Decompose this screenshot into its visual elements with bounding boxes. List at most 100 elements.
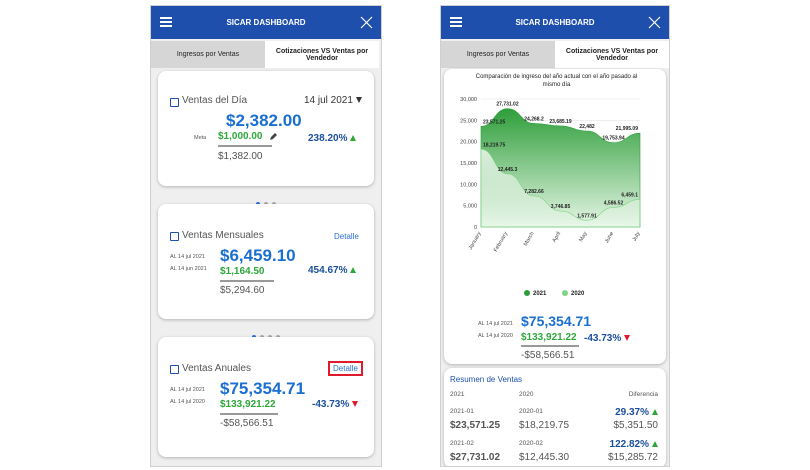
column-header: 2021 xyxy=(450,391,465,398)
percent-text: -43.73% xyxy=(584,333,622,344)
calendar-icon xyxy=(170,98,179,107)
tab[interactable]: Cotizaciones VS Ventas por Vendedor xyxy=(555,41,669,68)
difference: $5,294.60 xyxy=(220,285,265,296)
data-label: 7,282.66 xyxy=(524,189,544,195)
divider xyxy=(220,413,278,415)
summary-card: Resumen de Ventas 2021 2020 Diferencia 2… xyxy=(444,368,666,466)
summary-title: Resumen de Ventas xyxy=(450,375,523,384)
total: $75,354.71 xyxy=(220,379,306,398)
percent-text: 29.37% xyxy=(615,407,649,418)
total: $75,354.71 xyxy=(521,313,592,329)
percent-text: 454.67% xyxy=(308,265,348,276)
data-label: 23,571.25 xyxy=(483,119,505,125)
data-label: 12,445.3 xyxy=(498,167,518,173)
header-title: SICAR DASHBOARD xyxy=(226,18,306,27)
legend-marker xyxy=(562,290,568,296)
tab[interactable]: Ingresos por Ventas xyxy=(151,41,265,68)
data-label: 21,995.09 xyxy=(616,126,638,132)
pager xyxy=(151,459,381,463)
card-title: Ventas del Día xyxy=(182,95,248,106)
period: AL 14 jun 2021 xyxy=(170,266,207,272)
difference: -$58,566.51 xyxy=(521,350,575,361)
amount: $12,445.30 xyxy=(519,452,570,463)
card: Ventas del Día 14 jul 2021 $2,382.00 Met… xyxy=(158,71,374,186)
percent: 454.67% xyxy=(308,265,357,276)
meta: $1,000.00 xyxy=(218,131,263,142)
y-tick-label: 10,000 xyxy=(460,182,477,188)
period: AL 14 jul 2020 xyxy=(170,399,205,405)
x-tick-label: July xyxy=(632,231,642,243)
data-label: 19,753.94 xyxy=(602,136,624,142)
percent-text: 238.20% xyxy=(308,133,348,144)
data-label: 27,731.02 xyxy=(496,102,518,108)
previous: $133,921.22 xyxy=(220,399,276,410)
data-label: 3,746.85 xyxy=(551,204,571,210)
calendar-icon xyxy=(170,232,179,241)
x-tick-label: April xyxy=(552,231,563,244)
amount: $18,219.75 xyxy=(519,420,570,431)
y-tick-label: 15,000 xyxy=(460,161,477,167)
header-title: SICAR DASHBOARD xyxy=(515,18,595,27)
card-title: Ventas Anuales xyxy=(182,363,251,374)
difference: $5,351.50 xyxy=(613,420,659,431)
chart-title: Comparación de ingreso del año actual co… xyxy=(475,74,638,88)
y-tick-label: 25,000 xyxy=(460,118,477,124)
difference: -$58,566.51 xyxy=(220,418,274,429)
y-tick-label: 5,000 xyxy=(463,204,477,210)
percent: 29.37% xyxy=(615,407,658,418)
area xyxy=(480,148,641,228)
header: SICAR DASHBOARD xyxy=(151,6,381,39)
meta-label: Meta xyxy=(194,135,207,141)
x-tick-label: February xyxy=(493,231,509,253)
menu-button[interactable] xyxy=(160,17,172,19)
card: Ventas Anuales Detalle AL 14 jul 2021 AL… xyxy=(158,337,374,457)
x-tick-label: May xyxy=(578,231,589,243)
tab[interactable]: Cotizaciones VS Ventas por Vendedor xyxy=(265,41,379,68)
data-label: 1,577.91 xyxy=(577,213,597,219)
tab[interactable]: Ingresos por Ventas xyxy=(441,41,555,68)
phone-left: SICAR DASHBOARD Ingresos por Ventas Coti… xyxy=(150,5,382,467)
pager xyxy=(151,193,381,206)
percent-text: 122.82% xyxy=(609,439,649,450)
y-tick-label: 30,000 xyxy=(460,97,477,103)
percent: -43.73% xyxy=(584,333,631,344)
amount: $27,731.02 xyxy=(450,452,501,463)
detail-link[interactable]: Detalle xyxy=(328,361,363,376)
data-label: 24,268.2 xyxy=(524,116,544,122)
period: AL 14 jul 2020 xyxy=(478,333,513,339)
percent: 122.82% xyxy=(610,439,658,450)
header: SICAR DASHBOARD xyxy=(441,6,669,39)
x-tick-label: March xyxy=(523,231,536,247)
card: Ventas Mensuales Detalle AL 14 jul 2021 … xyxy=(158,204,374,319)
column-header: 2020 xyxy=(519,391,534,398)
calendar-icon xyxy=(170,365,179,374)
phone-right: SICAR DASHBOARD Ingresos por Ventas Coti… xyxy=(440,5,670,467)
percent: -43.73% xyxy=(312,399,359,410)
data-label: 22,482 xyxy=(579,124,595,130)
legend-marker xyxy=(524,290,530,296)
date-select[interactable]: 14 jul 2021 xyxy=(304,95,362,106)
divider xyxy=(218,145,272,147)
close-button[interactable] xyxy=(648,16,661,29)
data-label: 23,685.19 xyxy=(549,119,571,125)
card-title: Ventas Mensuales xyxy=(182,230,264,241)
period: 2021-02 xyxy=(450,440,474,447)
edit-icon[interactable] xyxy=(269,132,278,141)
period: AL 14 jul 2021 xyxy=(478,321,513,327)
period: 2020-01 xyxy=(519,408,543,415)
previous: $1,164.50 xyxy=(220,266,265,277)
detail-link[interactable]: Detalle xyxy=(334,232,359,241)
period: 2021-01 xyxy=(450,408,474,415)
data-label: 18,219.75 xyxy=(483,142,505,148)
period: AL 14 jul 2021 xyxy=(170,254,205,260)
menu-button[interactable] xyxy=(450,17,462,19)
amount: $23,571.25 xyxy=(450,420,501,431)
legend-label: 2021 xyxy=(533,291,547,297)
percent: 238.20% xyxy=(308,133,357,144)
close-button[interactable] xyxy=(360,16,373,29)
period: 2020-02 xyxy=(519,440,543,447)
difference: $1,382.00 xyxy=(218,151,263,162)
pager xyxy=(151,326,381,339)
date: 14 jul 2021 xyxy=(304,95,353,106)
